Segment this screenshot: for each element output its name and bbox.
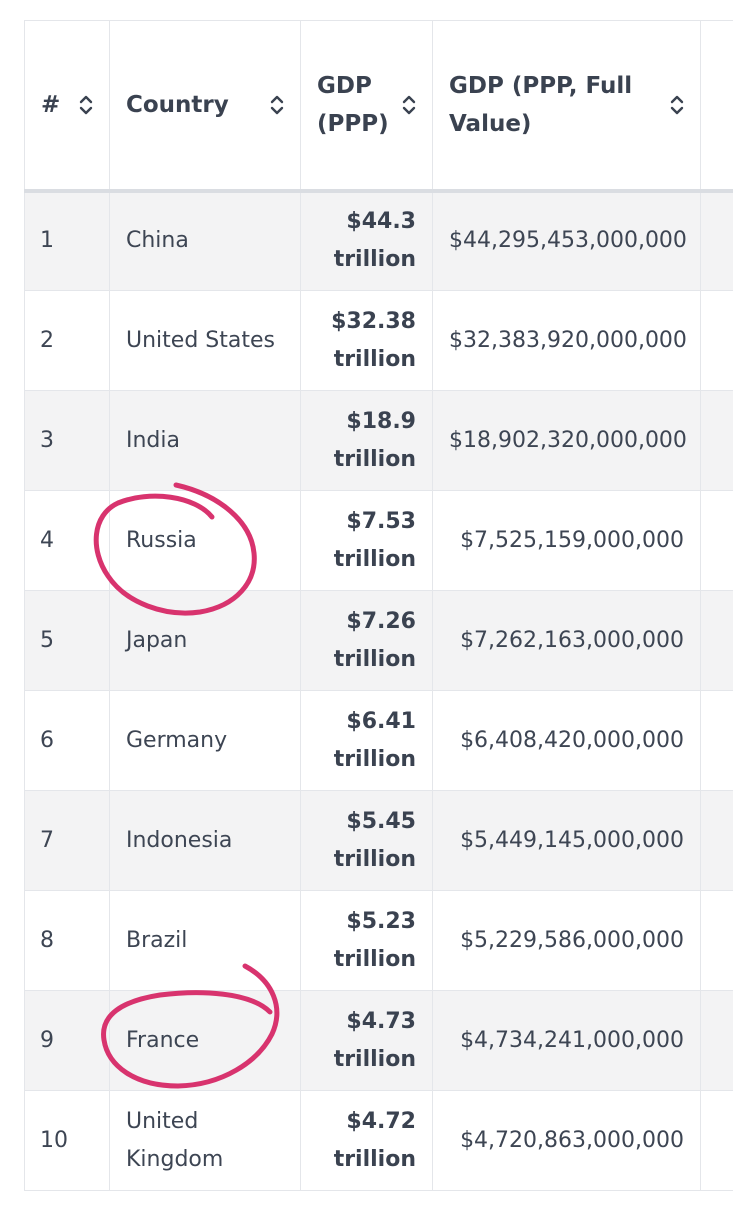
country-cell: Russia [110,491,301,591]
country-cell: France [110,991,301,1091]
rank-cell: 6 [25,691,110,791]
gdp-ppp-cell: $6.41 trillion [301,691,433,791]
column-header-label: GDP (PPP) [317,67,394,143]
country-cell: Germany [110,691,301,791]
gdp-ppp-cell: $5.23 trillion [301,891,433,991]
gdp-ppp-cell: $32.38 trillion [301,291,433,391]
gdp-full-value-cell: $6,408,420,000,000 [433,691,701,791]
gdp-full-value-cell: $4,720,863,000,000 [433,1091,701,1191]
rank-cell: 8 [25,891,110,991]
column-header-overflow [701,21,733,191]
gdp-full-value-cell: $4,734,241,000,000 [433,991,701,1091]
overflow-cell [701,291,733,391]
overflow-cell [701,991,733,1091]
gdp-ppp-table: # Country GDP (PPP) [24,20,733,1191]
gdp-full-value-cell: $7,262,163,000,000 [433,591,701,691]
column-header-label: GDP (PPP, Full Value) [449,67,662,143]
column-header-country[interactable]: Country [110,21,301,191]
overflow-cell [701,891,733,991]
gdp-ppp-cell: $5.45 trillion [301,791,433,891]
country-cell: China [110,191,301,291]
column-header-rank[interactable]: # [25,21,110,191]
rank-cell: 1 [25,191,110,291]
country-cell: Japan [110,591,301,691]
country-cell: India [110,391,301,491]
rank-cell: 3 [25,391,110,491]
sort-updown-icon[interactable] [270,93,284,117]
rank-cell: 9 [25,991,110,1091]
overflow-cell [701,691,733,791]
overflow-cell [701,591,733,691]
gdp-full-value-cell: $18,902,320,000,000 [433,391,701,491]
rank-cell: 5 [25,591,110,691]
sort-updown-icon[interactable] [79,93,93,117]
country-cell: Indonesia [110,791,301,891]
gdp-table-container: # Country GDP (PPP) [24,20,733,1220]
rank-cell: 2 [25,291,110,391]
gdp-ppp-cell: $7.26 trillion [301,591,433,691]
gdp-ppp-cell: $4.72 trillion [301,1091,433,1191]
gdp-ppp-cell: $4.73 trillion [301,991,433,1091]
overflow-cell [701,491,733,591]
rank-cell: 4 [25,491,110,591]
rank-cell: 10 [25,1091,110,1191]
column-header-label: # [41,86,60,124]
overflow-cell [701,1091,733,1191]
overflow-cell [701,391,733,491]
gdp-full-value-cell: $5,449,145,000,000 [433,791,701,891]
gdp-ppp-cell: $7.53 trillion [301,491,433,591]
country-cell: United States [110,291,301,391]
column-header-gdp-ppp[interactable]: GDP (PPP) [301,21,433,191]
sort-updown-icon[interactable] [402,93,416,117]
gdp-full-value-cell: $44,295,453,000,000 [433,191,701,291]
overflow-cell [701,191,733,291]
column-header-gdp-full-value[interactable]: GDP (PPP, Full Value) [433,21,701,191]
gdp-full-value-cell: $32,383,920,000,000 [433,291,701,391]
country-cell: United Kingdom [110,1091,301,1191]
header-row: # Country GDP (PPP) [25,21,733,191]
gdp-full-value-cell: $5,229,586,000,000 [433,891,701,991]
sort-updown-icon[interactable] [670,93,684,117]
country-cell: Brazil [110,891,301,991]
gdp-ppp-cell: $44.3 trillion [301,191,433,291]
gdp-full-value-cell: $7,525,159,000,000 [433,491,701,591]
gdp-ppp-cell: $18.9 trillion [301,391,433,491]
column-header-label: Country [126,86,229,124]
rank-cell: 7 [25,791,110,891]
table-header: # Country GDP (PPP) [25,21,733,191]
overflow-cell [701,791,733,891]
